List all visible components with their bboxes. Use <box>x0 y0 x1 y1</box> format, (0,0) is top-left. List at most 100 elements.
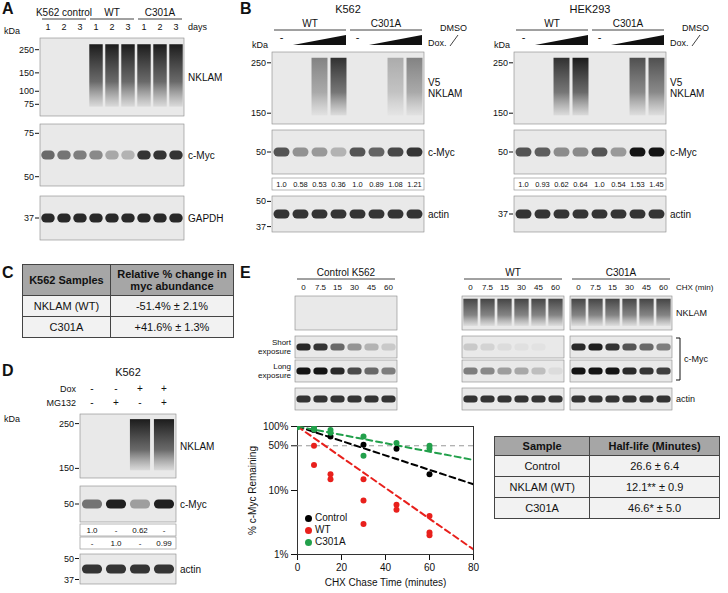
svg-text:1.0: 1.0 <box>594 180 604 189</box>
svg-text:Dox.: Dox. <box>670 38 689 48</box>
svg-text:15: 15 <box>500 283 509 292</box>
svg-text:c-Myc: c-Myc <box>684 354 708 364</box>
svg-text:-: - <box>90 383 93 394</box>
svg-text:50: 50 <box>256 196 266 206</box>
svg-text:-: - <box>91 539 94 548</box>
svg-text:3: 3 <box>77 22 82 32</box>
svg-text:50: 50 <box>64 499 74 509</box>
svg-text:c-Myc: c-Myc <box>428 147 455 158</box>
svg-text:CHX Chase Time (minutes): CHX Chase Time (minutes) <box>325 577 447 588</box>
svg-text:60: 60 <box>551 283 560 292</box>
svg-text:1.0: 1.0 <box>110 539 122 548</box>
svg-text:75: 75 <box>24 128 34 138</box>
svg-text:GAPDH: GAPDH <box>188 213 224 224</box>
svg-text:Shortexposure: Shortexposure <box>258 338 292 356</box>
svg-text:0.89: 0.89 <box>369 180 384 189</box>
svg-text:C301A: C301A <box>145 7 176 18</box>
svg-text:150: 150 <box>59 463 74 473</box>
svg-text:+: + <box>161 383 167 394</box>
svg-text:3: 3 <box>173 22 178 32</box>
svg-text:60: 60 <box>384 283 393 292</box>
svg-text:1: 1 <box>45 22 50 32</box>
svg-text:10%: 10% <box>268 485 288 496</box>
svg-text:Control K562: Control K562 <box>317 267 376 278</box>
svg-text:50: 50 <box>24 172 34 182</box>
svg-text:0.64: 0.64 <box>573 180 588 189</box>
svg-text:actin: actin <box>428 209 449 220</box>
svg-text:-: - <box>138 397 141 408</box>
svg-text:A: A <box>2 0 14 17</box>
svg-text:30: 30 <box>517 283 526 292</box>
svg-text:HEK293: HEK293 <box>570 3 611 15</box>
svg-text:20: 20 <box>336 562 348 573</box>
svg-text:50: 50 <box>64 554 74 564</box>
svg-text:1.53: 1.53 <box>630 180 645 189</box>
svg-text:45: 45 <box>642 283 651 292</box>
svg-text:CHX (min): CHX (min) <box>676 283 714 292</box>
svg-text:7.5: 7.5 <box>590 283 602 292</box>
svg-text:150: 150 <box>19 68 34 78</box>
svg-text:0: 0 <box>576 283 581 292</box>
svg-text:50: 50 <box>498 147 508 157</box>
svg-text:actin: actin <box>670 209 691 220</box>
svg-text:0.36: 0.36 <box>331 180 346 189</box>
svg-text:+: + <box>137 383 143 394</box>
svg-text:1: 1 <box>93 22 98 32</box>
svg-text:15: 15 <box>333 283 342 292</box>
svg-text:50%: 50% <box>268 440 288 451</box>
svg-text:c-Myc: c-Myc <box>180 499 207 510</box>
svg-text:WT: WT <box>302 18 318 29</box>
svg-text:Dox.: Dox. <box>428 38 447 48</box>
svg-text:-: - <box>163 526 166 535</box>
svg-text:37: 37 <box>64 575 74 585</box>
svg-text:1.0: 1.0 <box>352 180 362 189</box>
svg-text:100%: 100% <box>263 421 289 432</box>
svg-text:37: 37 <box>256 222 266 232</box>
svg-text:actin: actin <box>676 394 695 404</box>
svg-text:37: 37 <box>24 213 34 223</box>
svg-text:250: 250 <box>19 45 34 55</box>
svg-text:75: 75 <box>24 99 34 109</box>
svg-text:2: 2 <box>157 22 162 32</box>
svg-text:C301A: C301A <box>613 18 644 29</box>
svg-text:30: 30 <box>350 283 359 292</box>
svg-text:60: 60 <box>659 283 668 292</box>
svg-text:+: + <box>113 397 119 408</box>
svg-text:2: 2 <box>109 22 114 32</box>
svg-text:37: 37 <box>498 209 508 219</box>
svg-text:-: - <box>139 539 142 548</box>
svg-text:% c-Myc Remaining: % c-Myc Remaining <box>247 446 258 535</box>
svg-text:Longexposure: Longexposure <box>258 362 291 380</box>
svg-text:WT: WT <box>505 267 521 278</box>
svg-text:1.0: 1.0 <box>86 526 98 535</box>
svg-text:Dox: Dox <box>60 384 77 394</box>
svg-text:1.08: 1.08 <box>388 180 403 189</box>
svg-text:-: - <box>114 383 117 394</box>
svg-text:c-Myc: c-Myc <box>670 147 697 158</box>
svg-text:days: days <box>188 22 208 32</box>
svg-text:1: 1 <box>141 22 146 32</box>
svg-text:150: 150 <box>251 108 266 118</box>
svg-text:+: + <box>161 397 167 408</box>
svg-text:2: 2 <box>61 22 66 32</box>
svg-text:100: 100 <box>19 86 34 96</box>
svg-text:actin: actin <box>180 564 201 575</box>
svg-text:0.53: 0.53 <box>312 180 327 189</box>
svg-text:0: 0 <box>295 562 301 573</box>
svg-text:3: 3 <box>125 22 130 32</box>
svg-text:0: 0 <box>468 283 473 292</box>
svg-text:NKLAM: NKLAM <box>180 441 214 452</box>
svg-text:kDa: kDa <box>252 40 268 50</box>
svg-text:B: B <box>240 0 252 17</box>
svg-text:-: - <box>356 31 360 43</box>
svg-text:DMSO: DMSO <box>440 23 467 33</box>
svg-text:E: E <box>240 264 251 281</box>
svg-text:-: - <box>115 526 118 535</box>
svg-text:250: 250 <box>251 58 266 68</box>
svg-text:kDa: kDa <box>494 40 510 50</box>
svg-text:0.58: 0.58 <box>293 180 308 189</box>
svg-text:WT: WT <box>544 18 560 29</box>
svg-text:7.5: 7.5 <box>482 283 494 292</box>
svg-text:15: 15 <box>608 283 617 292</box>
svg-text:1.21: 1.21 <box>407 180 422 189</box>
